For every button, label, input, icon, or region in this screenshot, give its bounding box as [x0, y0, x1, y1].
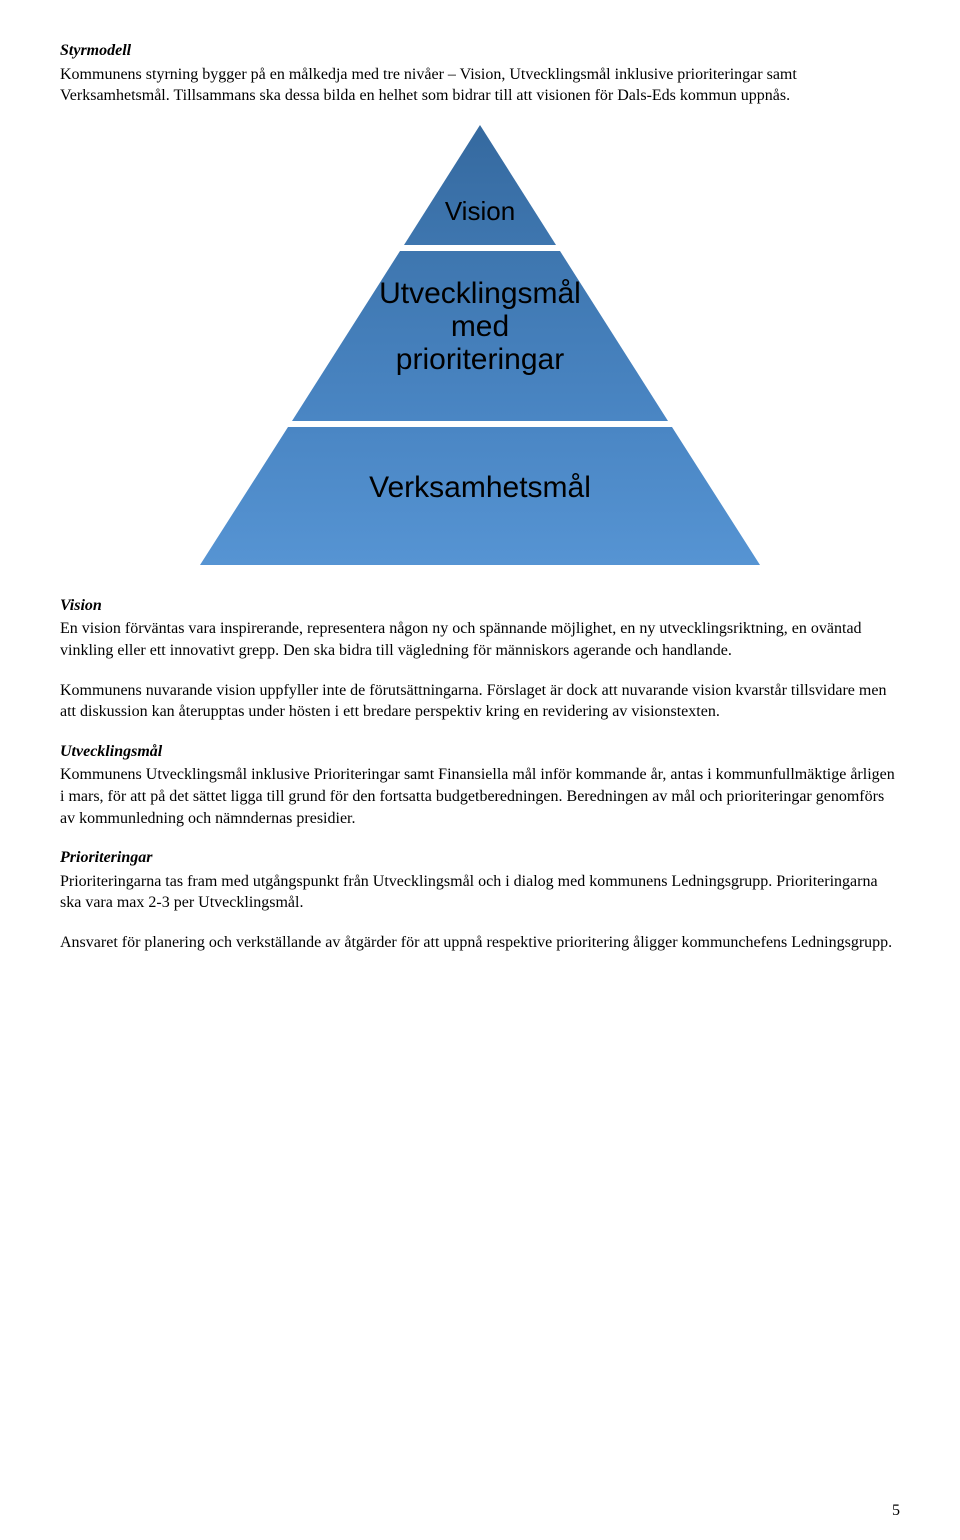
section-title-prioriteringar: Prioriteringar: [60, 847, 900, 869]
section-body-prioriteringar-1: Prioriteringarna tas fram med utgångspun…: [60, 871, 900, 914]
pyramid-label-1: Utvecklingsmålmedprioriteringar: [280, 277, 680, 376]
section-body-utvecklingsmal: Kommunens Utvecklingsmål inklusive Prior…: [60, 764, 900, 829]
section-body-styrmodell: Kommunens styrning bygger på en målkedja…: [60, 64, 900, 107]
section-title-vision: Vision: [60, 595, 900, 617]
section-body-prioriteringar-2: Ansvaret för planering och verkställande…: [60, 932, 900, 954]
section-title-styrmodell: Styrmodell: [60, 40, 900, 62]
section-body-vision-2: Kommunens nuvarande vision uppfyller int…: [60, 680, 900, 723]
pyramid-diagram: Vision Utvecklingsmålmedprioriteringar Ver…: [60, 125, 900, 565]
pyramid-label-2: Verksamhetsmål: [280, 471, 680, 504]
section-title-utvecklingsmal: Utvecklingsmål: [60, 741, 900, 763]
pyramid-label-0: Vision: [280, 197, 680, 226]
section-body-vision-1: En vision förväntas vara inspirerande, r…: [60, 618, 900, 661]
pyramid-layer-0: [200, 125, 760, 245]
page-number: 5: [892, 1500, 900, 1522]
